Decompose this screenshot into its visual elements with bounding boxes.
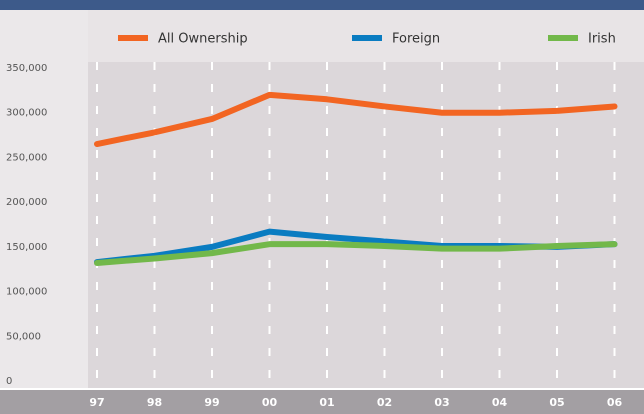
legend-swatch <box>352 35 382 41</box>
x-tick-label: 04 <box>492 396 508 409</box>
x-tick-label: 99 <box>204 396 219 409</box>
y-tick-label: 150,000 <box>6 242 47 253</box>
x-axis-bar <box>0 390 644 414</box>
y-tick-label: 200,000 <box>6 197 47 208</box>
x-tick-label: 03 <box>434 396 449 409</box>
legend-label: All Ownership <box>158 32 248 47</box>
x-tick-label: 05 <box>549 396 564 409</box>
series-line <box>94 241 618 266</box>
legend-label: Foreign <box>392 32 440 47</box>
y-tick-label: 350,000 <box>6 63 47 74</box>
y-axis-panel <box>0 10 88 390</box>
y-tick-label: 50,000 <box>6 331 41 342</box>
x-tick-label: 02 <box>377 396 392 409</box>
y-tick-label: 0 <box>6 376 12 387</box>
x-tick-label: 98 <box>147 396 162 409</box>
x-tick-label: 97 <box>89 396 104 409</box>
series-line <box>94 91 618 148</box>
x-tick-label: 00 <box>262 396 278 409</box>
legend-label: Irish <box>588 32 616 47</box>
legend-swatch <box>118 35 148 41</box>
x-tick-label: 01 <box>319 396 334 409</box>
top-bar <box>0 0 644 10</box>
x-tick-label: 06 <box>607 396 623 409</box>
y-tick-label: 250,000 <box>6 152 47 163</box>
y-tick-label: 300,000 <box>6 108 47 119</box>
legend-swatch <box>548 35 578 41</box>
y-tick-label: 100,000 <box>6 287 47 298</box>
